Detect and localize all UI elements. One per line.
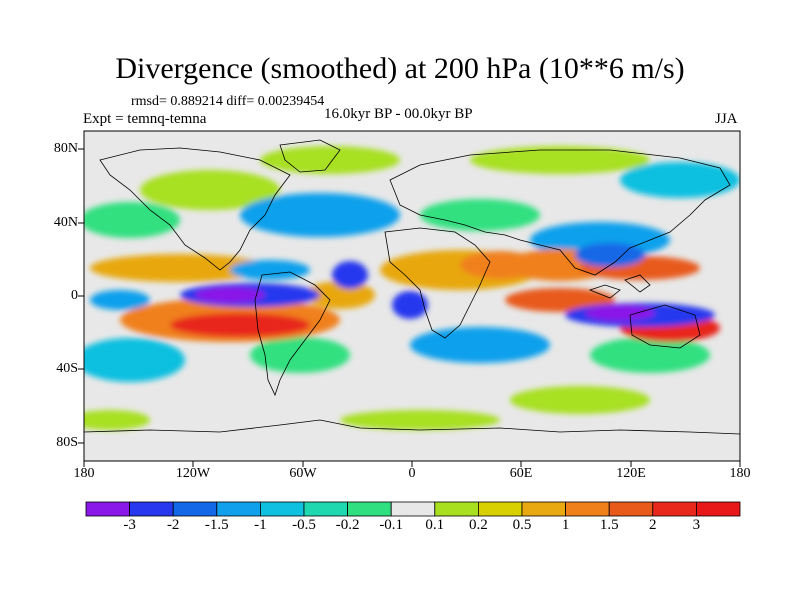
- x-tick-label: 0: [408, 466, 416, 481]
- colorbar-swatch: [696, 501, 741, 517]
- field-patch: [90, 254, 270, 282]
- colorbar-label: -0.2: [335, 517, 360, 533]
- field-patch: [590, 337, 710, 373]
- colorbar-label: -2: [166, 517, 180, 533]
- colorbar-swatch: [521, 501, 566, 517]
- field-patch: [240, 193, 400, 237]
- field-patch: [575, 243, 645, 267]
- coastline-maritime-continent: [624, 274, 651, 293]
- colorbar-swatch: [172, 501, 218, 517]
- x-tick-label: 180: [73, 466, 95, 481]
- colorbar-swatch: [259, 501, 305, 517]
- experiment-label: Expt = temnq-temna: [83, 111, 207, 127]
- field-patch: [170, 313, 310, 337]
- colorbar-swatch: [129, 501, 174, 517]
- x-tick-label: 60E: [509, 466, 533, 481]
- stats-label: rmsd= 0.889214 diff= 0.00239454: [131, 94, 325, 109]
- colorbar-swatch: [608, 501, 654, 517]
- field-patch: [84, 202, 180, 238]
- coastline-greenland: [279, 139, 341, 173]
- x-tick-label: 60W: [289, 466, 317, 481]
- coastline-maritime-continent: [588, 284, 621, 299]
- colorbar: [85, 501, 741, 517]
- coastline-north-america: [99, 147, 291, 271]
- field-patch: [420, 199, 540, 231]
- field-patch: [230, 260, 310, 280]
- colorbar-label: -0.5: [292, 517, 316, 533]
- colorbar-swatch: [303, 501, 348, 517]
- field-patch: [510, 386, 650, 414]
- colorbar-label: 1.5: [599, 517, 619, 533]
- y-tick-label: 40S: [56, 361, 78, 376]
- y-tick-label: 80N: [53, 141, 78, 156]
- field-patch: [195, 287, 265, 303]
- field-patch: [620, 162, 740, 198]
- coastline-eurasia: [389, 149, 731, 276]
- season-label: JJA: [715, 111, 738, 127]
- field-patch: [332, 261, 368, 289]
- y-tick-label: 40N: [53, 215, 78, 230]
- colorbar-swatch: [85, 501, 130, 517]
- plot-title: Divergence (smoothed) at 200 hPa (10**6 …: [115, 52, 685, 85]
- colorbar-label: -1: [254, 517, 267, 533]
- y-tick-label: 0: [71, 288, 78, 303]
- field-patch: [305, 281, 375, 309]
- field-patch: [260, 146, 400, 174]
- field-patch: [90, 290, 150, 310]
- colorbar-label: 0.1: [425, 517, 445, 533]
- coastline-australia: [629, 304, 701, 349]
- colorbar-label: 0.5: [512, 517, 532, 533]
- field-patch: [84, 338, 185, 382]
- colorbar-swatch: [434, 501, 479, 517]
- colorbar-swatch: [477, 501, 523, 517]
- field-patch: [585, 305, 655, 321]
- colorbar-swatch: [347, 501, 392, 517]
- colorbar-label: 2: [649, 517, 657, 533]
- x-tick-label: 120E: [616, 466, 646, 481]
- colorbar-swatch: [390, 501, 436, 517]
- colorbar-label: -1.5: [204, 517, 229, 533]
- x-tick-label: 180: [729, 466, 751, 481]
- y-tick-label: 80S: [56, 435, 78, 450]
- field-patch: [140, 170, 280, 210]
- field-patch: [410, 327, 550, 363]
- colorbar-swatch: [652, 501, 697, 517]
- field-patch: [505, 288, 615, 312]
- divergence-field: [84, 131, 740, 461]
- field-patch: [470, 146, 650, 174]
- coastline-south-america: [254, 271, 331, 397]
- colorbar-label: -3: [123, 517, 136, 533]
- colorbar-swatch: [216, 501, 261, 517]
- colorbar-label: -0.1: [379, 517, 404, 533]
- colorbar-label: 1: [561, 517, 570, 533]
- colorbar-label: 3: [692, 517, 701, 533]
- colorbar-label: 0.2: [469, 517, 488, 533]
- field-patch: [340, 410, 500, 430]
- coastline-africa: [384, 227, 491, 339]
- map-ticks: [78, 148, 741, 467]
- field-patch: [84, 410, 150, 430]
- field-patch: [392, 291, 428, 319]
- coastlines: [84, 139, 740, 435]
- x-tick-label: 120W: [175, 466, 211, 481]
- colorbar-swatch: [565, 501, 610, 517]
- field-patch: [250, 337, 350, 373]
- period-label: 16.0kyr BP - 00.0kyr BP: [324, 106, 473, 122]
- coastline-antarctica: [84, 419, 740, 435]
